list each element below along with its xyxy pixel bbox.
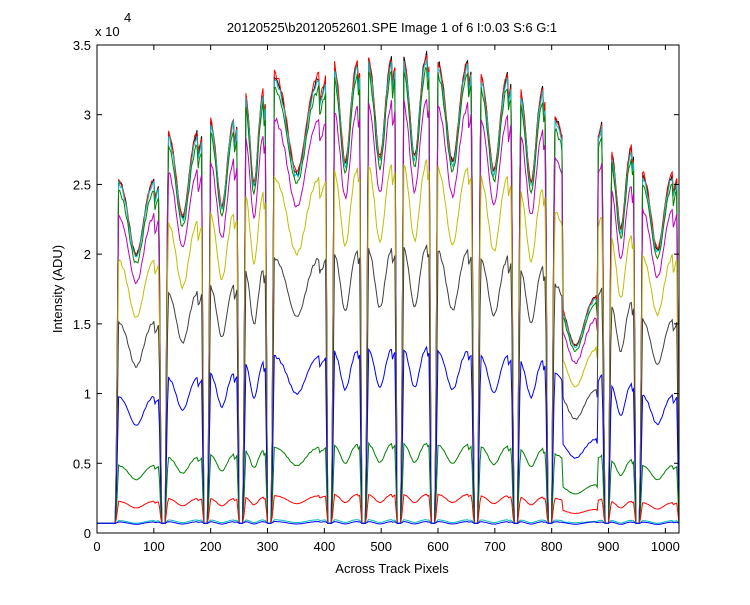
series-line: [97, 493, 680, 524]
series-line: [97, 66, 680, 524]
x-axis-title: Across Track Pixels: [335, 561, 449, 576]
x-tick-label: 900: [598, 539, 620, 554]
series-layer: [96, 50, 680, 525]
series-line: [96, 158, 680, 524]
y-tick-label: 0: [84, 526, 91, 541]
y-tick-label: 2.5: [73, 177, 91, 192]
x-tick-label: 0: [93, 539, 100, 554]
series-line: [96, 345, 680, 524]
x-tick-label: 400: [313, 539, 335, 554]
series-line: [97, 59, 680, 524]
y-tick-label: 3: [84, 108, 91, 123]
y-tick-label: 1: [84, 387, 91, 402]
x-tick-label: 200: [200, 539, 222, 554]
y-axis-title: Intensity (ADU): [50, 245, 65, 333]
y-multiplier-exponent: 4: [124, 10, 131, 25]
x-tick-label: 800: [541, 539, 563, 554]
y-multiplier-label: x 10: [95, 24, 120, 39]
x-tick-label: 700: [484, 539, 506, 554]
y-tick-label: 1.5: [73, 317, 91, 332]
series-line: [97, 441, 680, 524]
series-line: [96, 244, 680, 524]
series-line: [96, 99, 680, 524]
chart-title: 20120525\b2012052601.SPE Image 1 of 6 I:…: [227, 20, 557, 35]
x-tick-label: 500: [370, 539, 392, 554]
x-tick-label: 1000: [651, 539, 680, 554]
x-tick-label: 100: [143, 539, 165, 554]
plot-frame: [96, 44, 680, 534]
y-tick-label: 2: [84, 247, 91, 262]
x-tick-label: 300: [257, 539, 279, 554]
series-line: [97, 520, 680, 525]
series-line: [96, 518, 680, 524]
x-tick-label: 600: [427, 539, 449, 554]
y-tick-label: 0.5: [73, 456, 91, 471]
y-tick-label: 3.5: [73, 38, 91, 53]
ticks-layer: 0 100 200 300 400 500 600 700 800 900 1000 0 0.5 1 1.5…: [73, 38, 680, 554]
